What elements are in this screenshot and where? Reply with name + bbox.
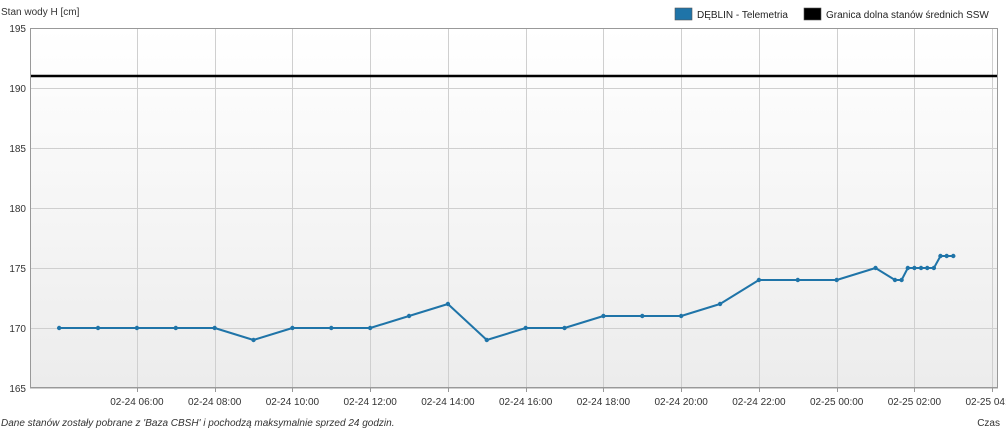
- y-tick-label: 180: [9, 204, 26, 215]
- x-axis-ticks: 02-24 06:00 02-24 08:00 02-24 10:00 02-24 1…: [110, 388, 1006, 408]
- legend-item-telemetry[interactable]: DĘBLIN - Telemetria: [674, 7, 788, 21]
- data-point[interactable]: [562, 325, 567, 331]
- x-tick-label: 02-24 06:00: [110, 397, 164, 408]
- data-point[interactable]: [717, 301, 723, 307]
- data-point[interactable]: [484, 337, 489, 343]
- data-point[interactable]: [905, 265, 911, 271]
- data-point[interactable]: [173, 325, 178, 331]
- legend-label-telemetry: DĘBLIN - Telemetria: [697, 10, 788, 21]
- y-tick-label: 185: [9, 144, 26, 155]
- data-point[interactable]: [931, 265, 937, 271]
- data-point[interactable]: [892, 277, 898, 283]
- data-point[interactable]: [938, 253, 943, 259]
- plot-frame: [30, 28, 998, 388]
- legend-swatch-telemetry: [674, 7, 693, 21]
- x-axis-label: Czas: [977, 418, 1000, 429]
- data-point[interactable]: [795, 277, 800, 283]
- x-tick-label: 02-24 16:00: [499, 397, 553, 408]
- data-point[interactable]: [290, 325, 295, 331]
- legend-swatch-ssw-limit: [803, 7, 822, 21]
- data-point[interactable]: [56, 325, 62, 331]
- legend-label-ssw-limit: Granica dolna stanów średnich SSW: [826, 10, 989, 21]
- data-point[interactable]: [951, 253, 956, 259]
- legend: DĘBLIN - Telemetria Granica dolna stanów…: [674, 7, 989, 21]
- x-tick-label: 02-24 20:00: [654, 397, 708, 408]
- data-point[interactable]: [212, 325, 217, 331]
- data-point[interactable]: [95, 325, 101, 331]
- data-point[interactable]: [918, 265, 924, 271]
- y-tick-label: 190: [9, 84, 26, 95]
- data-point[interactable]: [523, 325, 528, 331]
- y-tick-label: 170: [9, 324, 26, 335]
- y-tick-label: 165: [9, 384, 26, 395]
- data-point[interactable]: [640, 313, 645, 319]
- legend-item-ssw-limit[interactable]: Granica dolna stanów średnich SSW: [803, 7, 989, 21]
- data-point[interactable]: [834, 277, 839, 283]
- data-point[interactable]: [899, 277, 904, 283]
- x-tick-label: 02-25 00:00: [810, 397, 864, 408]
- data-point[interactable]: [134, 325, 140, 331]
- data-point[interactable]: [445, 301, 451, 307]
- x-tick-label: 02-24 22:00: [732, 397, 786, 408]
- series-layer: [30, 74, 998, 343]
- y-axis-ticks: 165 170 175 180 185 190 195: [9, 24, 26, 395]
- data-point[interactable]: [873, 265, 878, 271]
- data-point[interactable]: [367, 325, 373, 331]
- y-tick-label: 195: [9, 24, 26, 35]
- x-tick-label: 02-25 04:00: [965, 397, 1006, 408]
- x-tick-label: 02-24 18:00: [577, 397, 631, 408]
- y-axis-label: Stan wody H [cm]: [1, 7, 80, 18]
- x-tick-label: 02-25 02:00: [888, 397, 942, 408]
- data-point[interactable]: [251, 337, 256, 343]
- data-point[interactable]: [756, 277, 762, 283]
- data-point[interactable]: [406, 313, 412, 319]
- footnote: Dane stanów zostały pobrane z 'Baza CBSH…: [1, 418, 394, 429]
- x-tick-label: 02-24 08:00: [188, 397, 242, 408]
- x-tick-label: 02-24 10:00: [266, 397, 320, 408]
- x-tick-label: 02-24 12:00: [343, 397, 397, 408]
- data-point[interactable]: [944, 253, 949, 259]
- data-point[interactable]: [678, 313, 684, 319]
- data-point[interactable]: [329, 325, 334, 331]
- data-point[interactable]: [601, 313, 606, 319]
- data-point[interactable]: [912, 265, 917, 271]
- y-tick-label: 175: [9, 264, 26, 275]
- x-tick-label: 02-24 14:00: [421, 397, 475, 408]
- data-point[interactable]: [925, 265, 930, 271]
